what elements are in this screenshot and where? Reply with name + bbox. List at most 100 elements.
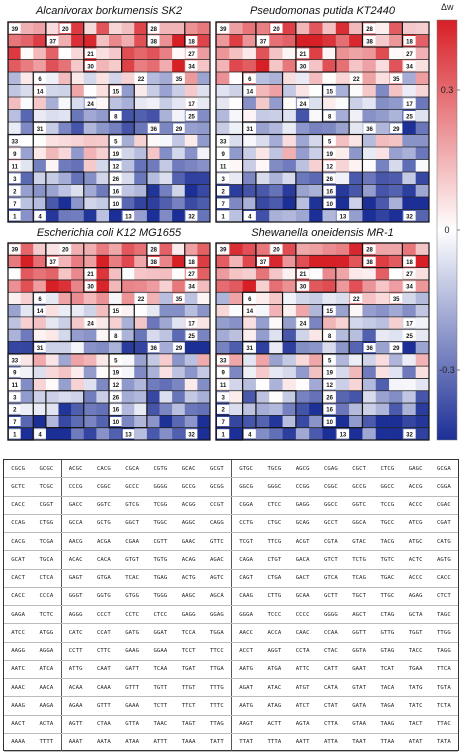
heatmap-cell — [415, 197, 430, 210]
cluster-label: 33 — [220, 358, 227, 364]
heatmap-cell — [389, 59, 403, 73]
heatmap-cell — [58, 72, 72, 85]
heatmap-cell — [375, 353, 390, 367]
codon-cell: TAAT — [352, 739, 367, 746]
heatmap-cell — [309, 97, 323, 110]
heatmap-cell — [389, 84, 403, 98]
heatmap-cell — [83, 403, 97, 416]
heatmap-cell — [335, 22, 350, 35]
heatmap-cell — [109, 34, 122, 48]
heatmap-cell — [309, 316, 323, 330]
cluster-label: 15 — [326, 309, 333, 315]
cluster-label-bg — [185, 48, 198, 58]
heatmap-cell — [20, 427, 34, 441]
codon-cell: CGGC — [323, 483, 338, 490]
codon-cell: TACC — [408, 648, 423, 655]
codon-cell: ATCT — [295, 702, 310, 709]
codon-cell: TGAC — [380, 575, 395, 582]
cluster-label: 32 — [406, 432, 413, 438]
heatmap-cell — [295, 304, 310, 318]
heatmap-cell — [184, 122, 198, 135]
heatmap-cell — [33, 267, 47, 281]
codon-cell: TGAG — [153, 575, 168, 582]
cluster-label: 3 — [13, 177, 17, 183]
heatmap-cell — [134, 147, 148, 160]
heatmap-cell — [159, 267, 173, 281]
codon-cell: AAGT — [231, 715, 260, 733]
codon-cell: CACC — [11, 593, 26, 600]
heatmap-cell — [309, 59, 323, 73]
heatmap-cell — [335, 292, 350, 305]
cluster-label: 13 — [340, 214, 347, 220]
codon-cell: AAAA — [11, 739, 26, 746]
heatmap-cell — [415, 84, 430, 98]
heatmap-cell — [349, 159, 363, 173]
heatmap-cell — [309, 147, 323, 160]
heatmap-cell — [309, 378, 323, 392]
heatmap-cell — [242, 159, 257, 173]
heatmap-cell — [184, 403, 198, 416]
heatmap-cell — [375, 47, 390, 60]
codon-cell: TGCG — [267, 465, 282, 472]
cluster-label: 37 — [260, 260, 267, 266]
heatmap-cell — [269, 159, 283, 173]
heatmap-cell — [58, 197, 72, 210]
codon-cell: TCTA — [436, 702, 451, 709]
heatmap-cell — [309, 47, 323, 60]
heatmap-cell — [45, 403, 59, 416]
heatmap-cell — [282, 134, 297, 148]
codon-cell: TGTA — [436, 684, 451, 691]
heatmap-cell — [197, 316, 211, 330]
heatmap-cell — [134, 390, 148, 404]
heatmap-cell — [20, 72, 34, 85]
cluster-label: 39 — [11, 27, 18, 33]
heatmap-cell — [45, 72, 59, 85]
cluster-border — [32, 121, 135, 136]
cluster-label-bg — [34, 86, 46, 96]
cluster-label: 27 — [188, 52, 195, 58]
cluster-label-bg — [46, 36, 59, 46]
codon-row: GCTC TCGC CCCG CGGC GCCC GGGG GCCG GCGG GGCG GGGC… — [4, 478, 458, 497]
codon-cell: TAGC — [436, 611, 451, 618]
heatmap-cell — [197, 292, 211, 305]
cluster-label-bg — [110, 198, 122, 208]
heatmap-cell — [282, 255, 297, 268]
cluster-label: 18 — [188, 260, 195, 266]
heatmap-cell — [402, 134, 416, 148]
cluster-border — [83, 267, 123, 293]
codon-cell: CCTG — [231, 514, 260, 532]
codon-cell: CACG — [96, 465, 111, 472]
cluster-label-bg — [217, 416, 230, 427]
cluster-label-bg — [243, 293, 256, 304]
heatmap-cell — [159, 159, 173, 173]
colorbar: Δw 0.3 0 -0.3 — [436, 2, 460, 441]
codon-cell: CTCT — [436, 593, 451, 600]
codon-cell: TTAA — [380, 739, 395, 746]
heatmap-cell — [229, 122, 243, 135]
codon-cell: GACC — [60, 496, 90, 514]
heatmap-cell — [389, 22, 403, 35]
codon-cell: AACC — [231, 624, 260, 642]
heatmap-cell — [269, 427, 283, 441]
cluster-label-bg — [110, 330, 122, 340]
codon-cell: AGCA — [209, 593, 224, 600]
heatmap-cell — [309, 267, 323, 281]
heatmap-cell — [134, 403, 148, 416]
heatmap-cell — [295, 147, 310, 160]
cluster-label: 19 — [326, 371, 333, 377]
heatmap-cell — [415, 109, 430, 123]
heatmap-cell — [375, 329, 390, 342]
heatmap-cell — [362, 366, 377, 379]
codon-cell: TTCC — [209, 648, 224, 655]
heatmap-cell — [71, 316, 85, 330]
codon-cell: ATAG — [267, 702, 282, 709]
heatmap-cell — [71, 197, 85, 210]
cluster-label-bg — [217, 186, 230, 196]
cluster-label-bg — [110, 86, 122, 96]
colorbar-tick-label: -0.3 — [439, 365, 455, 375]
heatmap-cell — [269, 34, 283, 48]
heatmap-cell — [109, 59, 122, 73]
heatmap-cell — [295, 172, 310, 185]
heatmap-cell — [121, 243, 135, 256]
